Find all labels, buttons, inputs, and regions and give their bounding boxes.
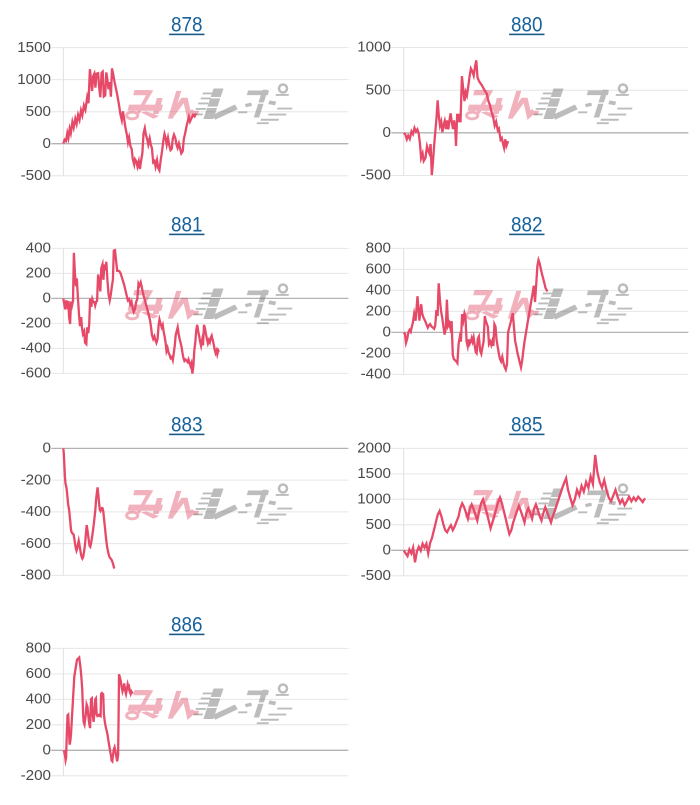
svg-text:1500: 1500 <box>17 39 51 56</box>
svg-text:200: 200 <box>26 265 51 282</box>
svg-text:880: 880 <box>511 14 543 37</box>
svg-text:1000: 1000 <box>357 39 391 56</box>
svg-text:885: 885 <box>511 414 543 437</box>
svg-text:800: 800 <box>366 240 391 257</box>
svg-text:800: 800 <box>26 640 51 657</box>
svg-text:-400: -400 <box>21 503 51 520</box>
svg-text:-200: -200 <box>361 345 391 362</box>
svg-text:1000: 1000 <box>17 71 51 88</box>
svg-text:0: 0 <box>43 440 51 457</box>
svg-text:400: 400 <box>26 240 51 257</box>
svg-text:-400: -400 <box>361 366 391 383</box>
svg-text:-600: -600 <box>21 535 51 552</box>
svg-text:1500: 1500 <box>357 465 391 482</box>
svg-text:2000: 2000 <box>357 440 391 457</box>
svg-text:-500: -500 <box>361 167 391 184</box>
svg-text:0: 0 <box>43 742 51 759</box>
svg-text:886: 886 <box>171 614 203 637</box>
svg-text:-200: -200 <box>21 315 51 332</box>
svg-text:500: 500 <box>366 81 391 98</box>
svg-text:200: 200 <box>26 716 51 733</box>
svg-text:500: 500 <box>26 103 51 120</box>
svg-text:-200: -200 <box>21 471 51 488</box>
svg-text:878: 878 <box>171 14 203 37</box>
svg-text:600: 600 <box>366 261 391 278</box>
svg-text:400: 400 <box>366 282 391 299</box>
svg-text:-500: -500 <box>361 567 391 584</box>
svg-text:0: 0 <box>43 290 51 307</box>
svg-text:-200: -200 <box>21 767 51 784</box>
svg-text:1000: 1000 <box>357 491 391 508</box>
svg-text:882: 882 <box>511 214 543 237</box>
svg-text:400: 400 <box>26 691 51 708</box>
svg-text:0: 0 <box>43 135 51 152</box>
svg-text:0: 0 <box>383 324 391 341</box>
svg-text:-800: -800 <box>21 567 51 584</box>
svg-text:883: 883 <box>171 414 203 437</box>
svg-text:500: 500 <box>366 516 391 533</box>
svg-text:881: 881 <box>171 214 203 237</box>
svg-text:-400: -400 <box>21 340 51 357</box>
svg-text:0: 0 <box>383 542 391 559</box>
svg-text:200: 200 <box>366 303 391 320</box>
svg-text:-500: -500 <box>21 167 51 184</box>
svg-text:-600: -600 <box>21 365 51 382</box>
svg-text:600: 600 <box>26 665 51 682</box>
svg-text:0: 0 <box>383 124 391 141</box>
